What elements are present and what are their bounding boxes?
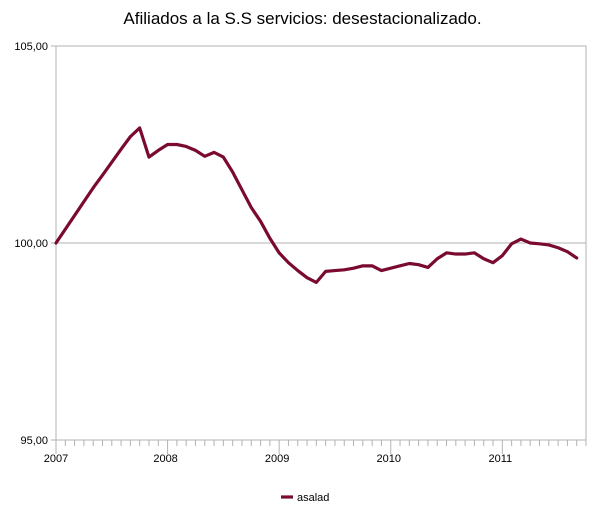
y-tick-label-2: 105,00	[14, 41, 48, 53]
y-tick-label-0: 95,00	[20, 435, 48, 447]
chart-title: Afiliados a la S.S servicios: desestacio…	[123, 9, 482, 28]
x-tick-label-1: 2008	[153, 453, 177, 465]
x-tick-label-3: 2010	[376, 453, 400, 465]
x-tick-label-0: 2007	[44, 453, 68, 465]
series-line-0	[54, 126, 579, 284]
x-tick-label-4: 2011	[488, 453, 512, 465]
gridlines	[56, 45, 586, 441]
x-tick-labels: 2007 2008 2009 2010 2011	[44, 453, 512, 465]
x-tick-label-2: 2009	[265, 453, 289, 465]
x-minor-ticks	[55, 440, 587, 454]
y-tick-labels: 95,00 100,00 105,00	[14, 41, 56, 447]
legend: asalad	[281, 492, 329, 504]
legend-label-0: asalad	[297, 492, 329, 504]
series-layer	[54, 126, 579, 284]
y-tick-label-1: 100,00	[14, 238, 48, 250]
